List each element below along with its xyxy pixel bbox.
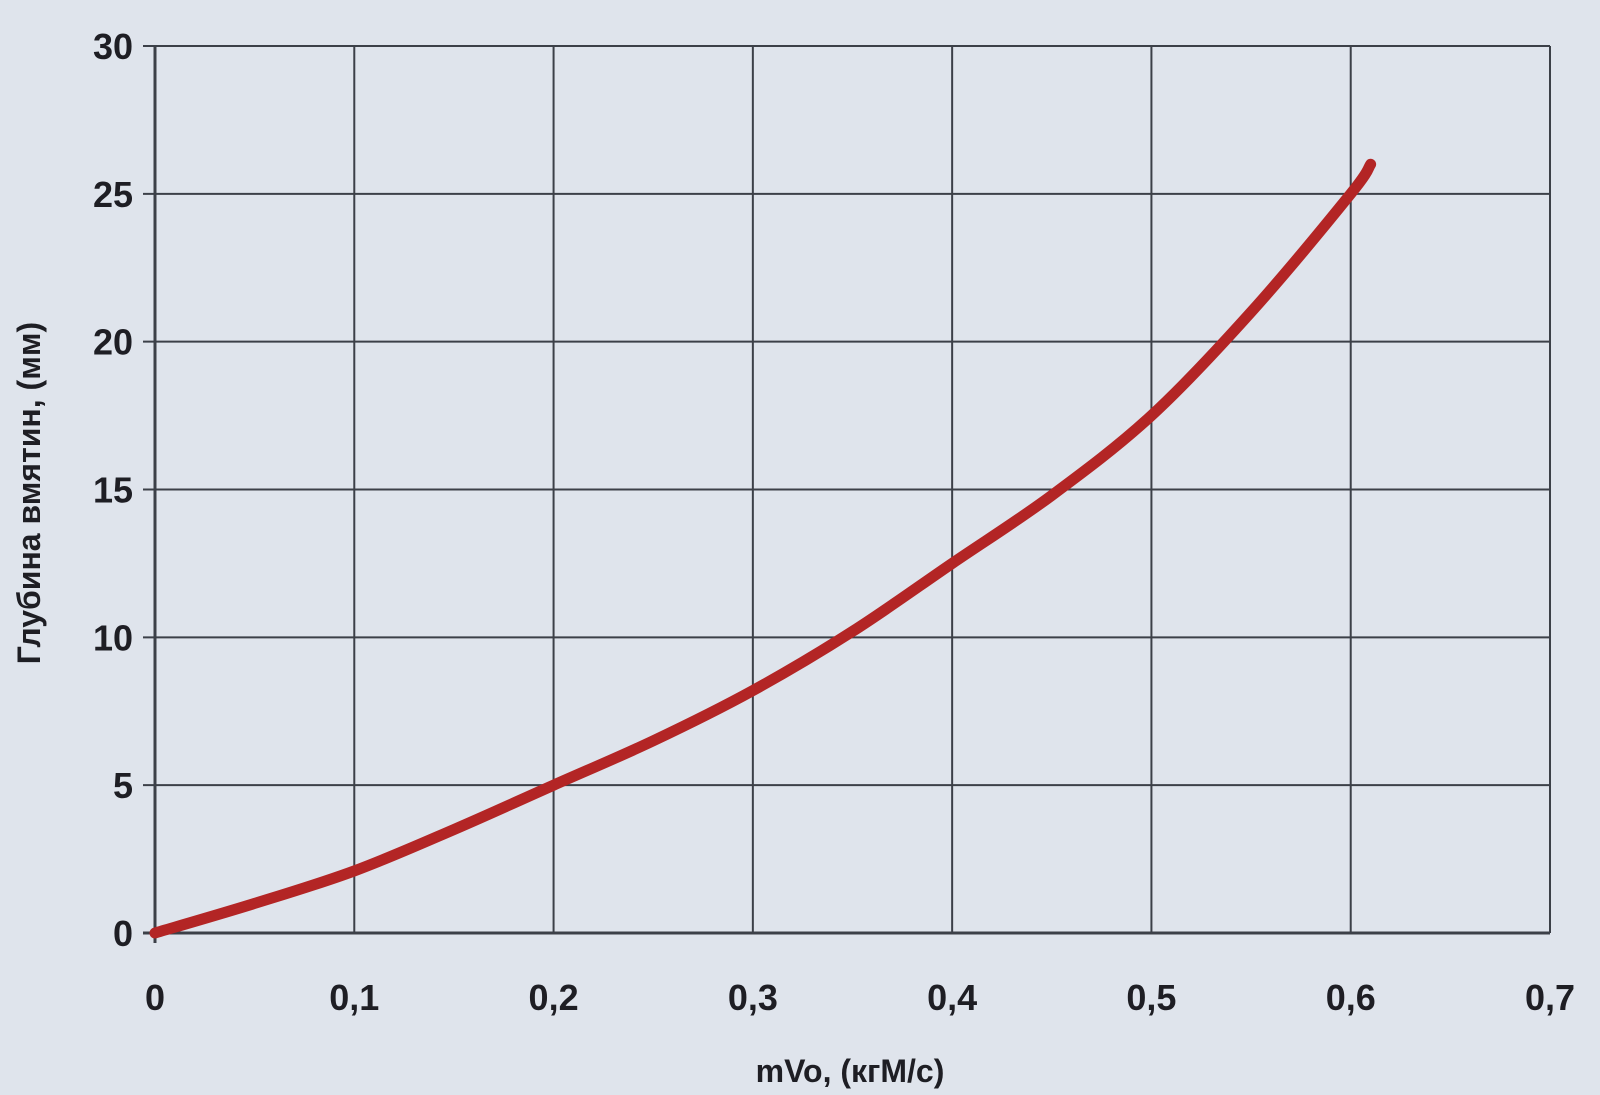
y-tick-label: 0 — [113, 913, 133, 954]
x-tick-label: 0 — [145, 977, 165, 1018]
y-tick-label: 15 — [93, 470, 133, 511]
y-axis-title: Глубина вмятин, (мм) — [11, 322, 47, 664]
x-tick-label: 0,3 — [728, 977, 778, 1018]
tick-labels: 0 0,1 0,2 0,3 0,4 0,5 0,6 0,7 0 5 10 15 20 25 30 — [93, 26, 1575, 1018]
series-layer — [149, 158, 1377, 939]
axes — [143, 46, 1550, 943]
series-line — [149, 158, 1377, 939]
x-tick-label: 0,4 — [927, 977, 977, 1018]
x-axis-title: mVo, (кгМ/с) — [756, 1053, 945, 1089]
y-tick-label: 30 — [93, 26, 133, 67]
y-tick-label: 10 — [93, 617, 133, 658]
x-tick-label: 0,1 — [329, 977, 379, 1018]
y-tick-label: 5 — [113, 765, 133, 806]
x-tick-label: 0,7 — [1525, 977, 1575, 1018]
x-tick-label: 0,2 — [529, 977, 579, 1018]
x-tick-label: 0,5 — [1126, 977, 1176, 1018]
y-tick-label: 20 — [93, 322, 133, 363]
y-tick-label: 25 — [93, 174, 133, 215]
x-tick-label: 0,6 — [1326, 977, 1376, 1018]
